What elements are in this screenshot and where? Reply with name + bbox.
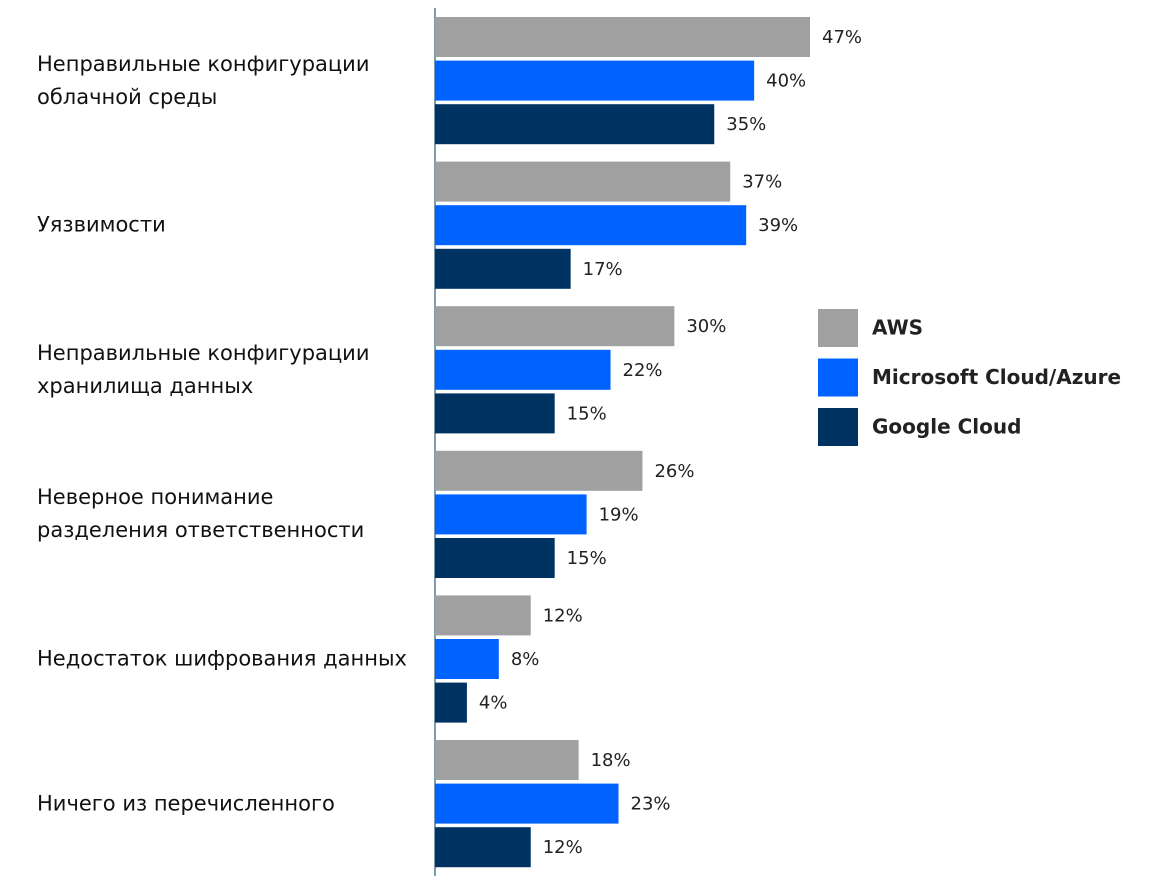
value-label: 35%	[726, 114, 766, 135]
bar	[435, 248, 571, 289]
bar	[435, 205, 747, 246]
value-label: 18%	[591, 750, 631, 771]
legend-swatch	[818, 358, 858, 397]
value-label: 26%	[654, 461, 694, 482]
bar	[435, 306, 675, 347]
legend-label: Google Cloud	[872, 415, 1021, 439]
value-label: 12%	[543, 605, 583, 626]
category-label: Неправильные конфигурации облачной среды	[37, 51, 370, 109]
value-label: 4%	[479, 693, 508, 714]
category-label: Ничего из перечисленного	[37, 791, 335, 816]
value-label: 19%	[599, 504, 639, 525]
bar	[435, 740, 579, 780]
bar	[435, 349, 611, 390]
value-label: 40%	[766, 71, 806, 92]
value-label: 22%	[623, 360, 663, 381]
bar	[435, 17, 810, 57]
bar	[435, 682, 467, 723]
category-label: Уязвимости	[37, 212, 166, 237]
value-label: 12%	[543, 837, 583, 858]
category-label: Неправильные конфигурации хранилища данн…	[37, 340, 370, 398]
bar	[435, 60, 755, 101]
category-label: Неверное понимание разделения ответствен…	[37, 485, 365, 543]
bar	[435, 827, 531, 868]
value-label: 8%	[511, 649, 540, 670]
bar	[435, 161, 731, 202]
value-label: 23%	[631, 794, 671, 815]
legend-label: Microsoft Cloud/Azure	[872, 365, 1121, 389]
value-label: 15%	[567, 403, 607, 424]
value-label: 17%	[583, 259, 623, 280]
bar	[435, 595, 531, 636]
bar	[435, 450, 643, 491]
value-label: 47%	[822, 27, 862, 48]
bar	[435, 783, 619, 824]
bar	[435, 494, 587, 535]
value-label: 15%	[567, 548, 607, 569]
value-label: 39%	[758, 215, 798, 236]
legend-swatch	[818, 408, 858, 446]
bar	[435, 393, 555, 434]
bar	[435, 538, 555, 578]
category-label: Недостаток шифрования данных	[37, 646, 407, 671]
value-label: 30%	[686, 316, 726, 337]
legend-label: AWS	[872, 316, 923, 340]
value-label: 37%	[742, 172, 782, 193]
legend-swatch	[818, 309, 858, 347]
bar	[435, 639, 499, 679]
bar	[435, 104, 715, 145]
